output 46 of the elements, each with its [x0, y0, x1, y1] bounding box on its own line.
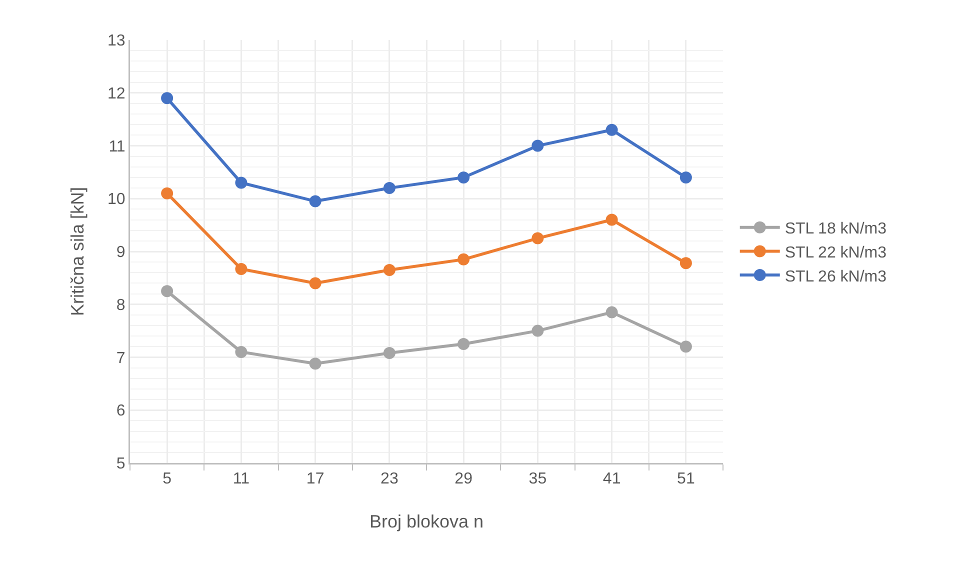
x-tick-label: 23: [380, 470, 398, 488]
point: [532, 324, 544, 337]
point: [458, 253, 470, 266]
x-tick-label: 51: [677, 470, 695, 488]
point: [309, 195, 322, 208]
legend-label: STL 22 kN/m3: [784, 244, 887, 262]
point: [161, 285, 174, 298]
legend-label: STL 18 kN/m3: [784, 220, 887, 238]
x-tick-label: 5: [162, 470, 172, 488]
point: [383, 264, 396, 276]
point: [309, 358, 322, 370]
point: [458, 338, 470, 350]
point: [606, 306, 618, 318]
x-axis-title: Broj blokova n: [369, 512, 484, 532]
point: [680, 171, 692, 184]
y-tick-label: 7: [116, 350, 126, 367]
y-axis-title: Kritična sila [kN]: [68, 186, 88, 316]
y-tick-label: 12: [108, 85, 126, 102]
point: [235, 346, 248, 358]
x-tick-label: 17: [306, 470, 324, 488]
point: [161, 92, 174, 104]
y-tick-label: 6: [116, 402, 126, 420]
x-tick-label: 11: [232, 470, 250, 488]
point: [532, 140, 544, 152]
point: [383, 182, 396, 194]
y-tick-label: 8: [116, 296, 126, 314]
point: [532, 232, 544, 244]
point: [458, 171, 470, 184]
point: [161, 187, 174, 200]
point: [235, 176, 248, 189]
y-tick-label: 5: [116, 456, 126, 473]
x-tick-label: 29: [454, 470, 473, 488]
x-tick-label: 35: [528, 470, 547, 488]
point: [309, 277, 322, 290]
point: [606, 124, 618, 136]
y-tick-label: 13: [108, 32, 126, 50]
x-tick-label: 41: [602, 470, 621, 488]
point: [606, 214, 618, 226]
point: [383, 347, 396, 360]
point: [235, 262, 248, 275]
y-tick-label: 9: [116, 244, 126, 262]
legend-label: STL 26 kN/m3: [784, 268, 887, 286]
y-tick-label: 11: [108, 138, 126, 156]
point: [680, 257, 692, 270]
point: [680, 340, 692, 353]
y-tick-label: 10: [108, 191, 126, 208]
